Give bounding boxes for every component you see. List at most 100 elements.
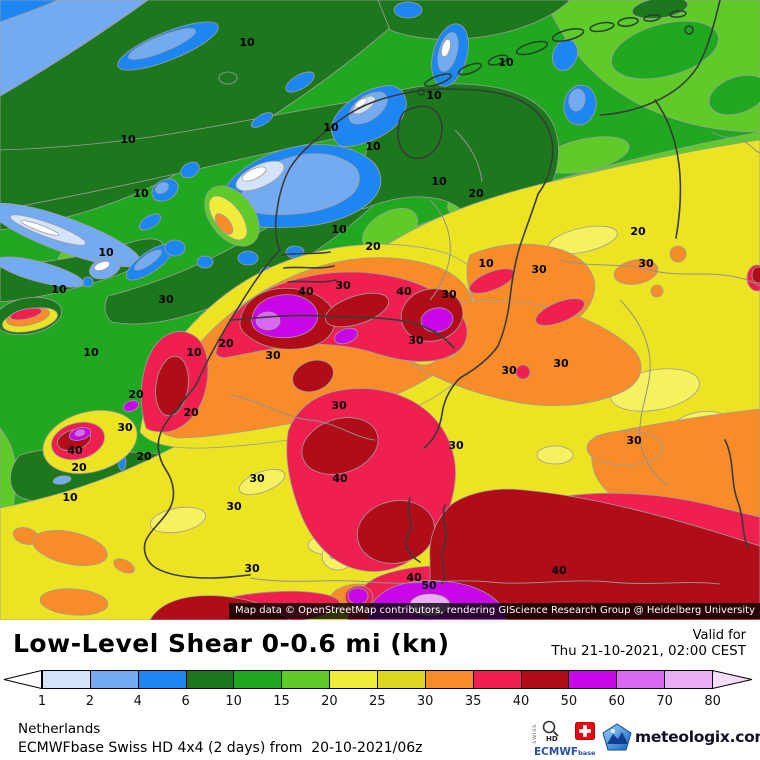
- legend-segment: [330, 671, 379, 688]
- contour-label: 30: [531, 263, 547, 276]
- legend-color-bar: [42, 670, 713, 689]
- contour-label: 30: [626, 434, 642, 447]
- legend-segment: [617, 671, 666, 688]
- legend-segment: [569, 671, 618, 688]
- magnifier-icon: [542, 720, 559, 737]
- contour-label: 10: [120, 133, 136, 146]
- contour-label: 10: [98, 246, 114, 259]
- contour-label: 30: [441, 288, 457, 301]
- ecmwf-swiss-hd-logo: swiss HD ECMWFbase: [529, 718, 597, 760]
- legend-tick: 15: [273, 694, 290, 709]
- legend-tick: 40: [512, 694, 530, 709]
- legend-segment: [378, 671, 426, 688]
- legend-segment: [186, 671, 235, 688]
- contour-label: 10: [83, 346, 99, 359]
- contour-label: 10: [51, 283, 67, 296]
- contour-label: 30: [226, 500, 242, 513]
- region-borders: [229, 129, 760, 585]
- legend-segment: [473, 671, 522, 688]
- legend-tick: 50: [560, 694, 578, 709]
- low-shear-blue-zones: [0, 0, 597, 514]
- contour-label: 30: [265, 349, 281, 362]
- contour-label: 30: [335, 279, 351, 292]
- legend-segment: [282, 671, 331, 688]
- hd-text: HD: [546, 735, 558, 743]
- legend-segment: [138, 671, 187, 688]
- extreme-shear-darkred-cores: [56, 266, 760, 620]
- contour-value-labels: 10 10 10 10 10 10 10 10 10 10 10 10 10 10 10 20 20 20 20 20…: [51, 36, 654, 592]
- contour-label: 30: [501, 364, 517, 377]
- contour-label: 10: [186, 346, 202, 359]
- contour-label: 20: [630, 225, 646, 238]
- contour-label: 30: [448, 439, 464, 452]
- contour-label: 20: [71, 461, 87, 474]
- contour-label: 30: [553, 357, 569, 370]
- legend-segment: [425, 671, 474, 688]
- legend-tick: 1: [37, 694, 47, 709]
- legend-left-arrow: [3, 670, 42, 689]
- contour-label: 10: [323, 121, 339, 134]
- contour-label: 30: [331, 399, 347, 412]
- legend-tick: 60: [608, 694, 626, 709]
- offshore-shear-sliver: [204, 185, 260, 247]
- contour-label: 40: [551, 564, 567, 577]
- contour-label: 20: [365, 240, 381, 253]
- legend-tick: 4: [133, 694, 142, 709]
- swiss-flag-icon: [575, 722, 595, 740]
- contour-label: 50: [421, 579, 437, 592]
- meteologix-brand[interactable]: meteologix.com: [602, 722, 760, 754]
- legend-segment: [234, 671, 283, 688]
- legend-tick: 35: [464, 694, 482, 709]
- valid-time-block: Valid for Thu 21-10-2021, 02:00 CEST: [551, 628, 746, 659]
- meteologix-logo-icon: [602, 723, 632, 751]
- contour-label: 20: [183, 406, 199, 419]
- legend-tick: 30: [416, 694, 434, 709]
- legend-segment: [665, 671, 713, 688]
- contour-label: 40: [396, 285, 412, 298]
- contour-label: 30: [638, 257, 654, 270]
- legend-tick: 20: [321, 694, 338, 709]
- contour-label: 10: [239, 36, 255, 49]
- contour-label: 10: [478, 257, 494, 270]
- contour-label: 30: [158, 293, 174, 306]
- legend-right-arrow: [712, 670, 753, 689]
- contour-label: 40: [298, 285, 314, 298]
- legend-tick: 10: [225, 694, 242, 709]
- brand-text: meteologix.com: [635, 728, 760, 746]
- contour-label: 20: [136, 450, 152, 463]
- legend-segment: [521, 671, 570, 688]
- contour-label: 10: [331, 223, 347, 236]
- legend-segment: [90, 671, 139, 688]
- model-run-info: ECMWFbase Swiss HD 4x4 (2 days) from 20-…: [18, 740, 423, 756]
- legend-tick: 25: [369, 694, 386, 709]
- contour-label: 10: [431, 175, 447, 188]
- contour-label: 10: [498, 56, 514, 69]
- contour-label: 40: [332, 472, 348, 485]
- swiss-vertical-text: swiss: [529, 724, 538, 744]
- region-name: Netherlands: [18, 721, 101, 737]
- page-title: Low-Level Shear 0-0.6 mi (kn): [13, 629, 450, 658]
- contour-label: 30: [249, 472, 265, 485]
- legend-tick: 6: [181, 694, 190, 709]
- valid-label: Valid for: [692, 628, 746, 643]
- contour-label: 30: [244, 562, 260, 575]
- legend-tick: 70: [656, 694, 673, 709]
- contour-label: 10: [62, 491, 78, 504]
- contour-label: 30: [117, 421, 133, 434]
- contour-label: 10: [365, 140, 381, 153]
- wadden-islands: [417, 10, 694, 96]
- contour-label: 20: [128, 388, 144, 401]
- legend-tick: 80: [704, 694, 721, 709]
- contour-label: 40: [406, 571, 422, 584]
- contour-label: 20: [218, 337, 234, 350]
- contour-label: 20: [468, 187, 484, 200]
- legend-tick-labels: 1 2 4 6 10 15 20 25 30 35 40 50 60 70 80: [0, 694, 760, 712]
- ecmwf-text: ECMWFbase: [534, 746, 596, 758]
- contour-label: 30: [408, 334, 424, 347]
- legend-segment: [43, 671, 91, 688]
- valid-time: Thu 21-10-2021, 02:00 CEST: [551, 643, 746, 659]
- map-canvas: 10 10 10 10 10 10 10 10 10 10 10 10 10 10 10 20 20 20 20 20…: [0, 0, 760, 620]
- contour-label: 10: [133, 187, 149, 200]
- country-borders: [143, 0, 749, 585]
